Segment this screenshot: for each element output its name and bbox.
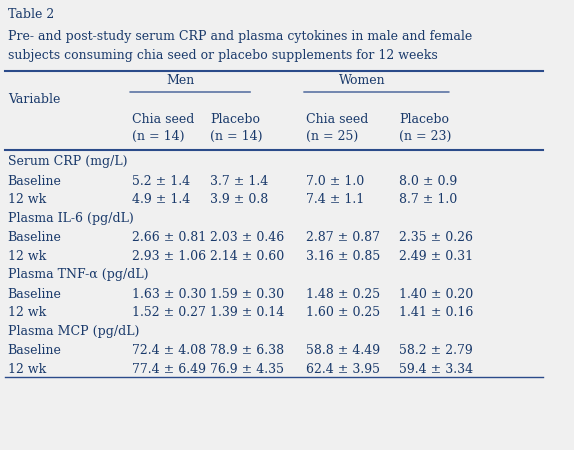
Text: subjects consuming chia seed or placebo supplements for 12 weeks: subjects consuming chia seed or placebo … [7,49,437,62]
Text: Chia seed: Chia seed [306,113,368,126]
Text: Variable: Variable [7,93,60,106]
Text: Baseline: Baseline [7,344,61,357]
Text: (n = 14): (n = 14) [132,130,184,143]
Text: 4.9 ± 1.4: 4.9 ± 1.4 [132,193,190,206]
Text: 2.66 ± 0.81: 2.66 ± 0.81 [132,231,206,244]
Text: Pre- and post-study serum CRP and plasma cytokines in male and female: Pre- and post-study serum CRP and plasma… [7,30,472,43]
Text: 2.03 ± 0.46: 2.03 ± 0.46 [210,231,285,244]
Text: 2.93 ± 1.06: 2.93 ± 1.06 [132,249,206,262]
Text: 1.63 ± 0.30: 1.63 ± 0.30 [132,288,206,301]
Text: 78.9 ± 6.38: 78.9 ± 6.38 [210,344,284,357]
Text: 2.35 ± 0.26: 2.35 ± 0.26 [400,231,474,244]
Text: 7.0 ± 1.0: 7.0 ± 1.0 [306,175,364,188]
Text: Placebo: Placebo [400,113,449,126]
Text: Baseline: Baseline [7,231,61,244]
Text: 2.14 ± 0.60: 2.14 ± 0.60 [210,249,285,262]
Text: (n = 25): (n = 25) [306,130,358,143]
Text: 62.4 ± 3.95: 62.4 ± 3.95 [306,363,380,375]
Text: 1.39 ± 0.14: 1.39 ± 0.14 [210,306,285,319]
Text: 12 wk: 12 wk [7,193,46,206]
Text: (n = 14): (n = 14) [210,130,263,143]
Text: 2.49 ± 0.31: 2.49 ± 0.31 [400,249,474,262]
Text: 12 wk: 12 wk [7,306,46,319]
Text: Table 2: Table 2 [7,8,54,21]
Text: 3.16 ± 0.85: 3.16 ± 0.85 [306,249,380,262]
Text: Plasma MCP (pg/dL): Plasma MCP (pg/dL) [7,324,139,338]
Text: 1.41 ± 0.16: 1.41 ± 0.16 [400,306,474,319]
Text: Plasma TNF-α (pg/dL): Plasma TNF-α (pg/dL) [7,268,148,281]
Text: Plasma IL-6 (pg/dL): Plasma IL-6 (pg/dL) [7,212,133,225]
Text: (n = 23): (n = 23) [400,130,452,143]
Text: 76.9 ± 4.35: 76.9 ± 4.35 [210,363,284,375]
Text: 2.87 ± 0.87: 2.87 ± 0.87 [306,231,380,244]
Text: 1.40 ± 0.20: 1.40 ± 0.20 [400,288,474,301]
Text: 1.48 ± 0.25: 1.48 ± 0.25 [306,288,380,301]
Text: Men: Men [166,74,195,87]
Text: 59.4 ± 3.34: 59.4 ± 3.34 [400,363,474,375]
Text: Chia seed: Chia seed [132,113,194,126]
Text: 77.4 ± 6.49: 77.4 ± 6.49 [132,363,206,375]
Text: 1.60 ± 0.25: 1.60 ± 0.25 [306,306,380,319]
Text: 1.52 ± 0.27: 1.52 ± 0.27 [132,306,205,319]
Text: 3.9 ± 0.8: 3.9 ± 0.8 [210,193,269,206]
Text: 3.7 ± 1.4: 3.7 ± 1.4 [210,175,269,188]
Text: Baseline: Baseline [7,175,61,188]
Text: Placebo: Placebo [210,113,260,126]
Text: 12 wk: 12 wk [7,363,46,375]
Text: 12 wk: 12 wk [7,249,46,262]
Text: 8.0 ± 0.9: 8.0 ± 0.9 [400,175,457,188]
Text: 7.4 ± 1.1: 7.4 ± 1.1 [306,193,364,206]
Text: Baseline: Baseline [7,288,61,301]
Text: 8.7 ± 1.0: 8.7 ± 1.0 [400,193,457,206]
Text: 72.4 ± 4.08: 72.4 ± 4.08 [132,344,206,357]
Text: 5.2 ± 1.4: 5.2 ± 1.4 [132,175,190,188]
Text: 58.8 ± 4.49: 58.8 ± 4.49 [306,344,380,357]
Text: Women: Women [339,74,385,87]
Text: 1.59 ± 0.30: 1.59 ± 0.30 [210,288,284,301]
Text: Serum CRP (mg/L): Serum CRP (mg/L) [7,155,127,168]
Text: 58.2 ± 2.79: 58.2 ± 2.79 [400,344,473,357]
